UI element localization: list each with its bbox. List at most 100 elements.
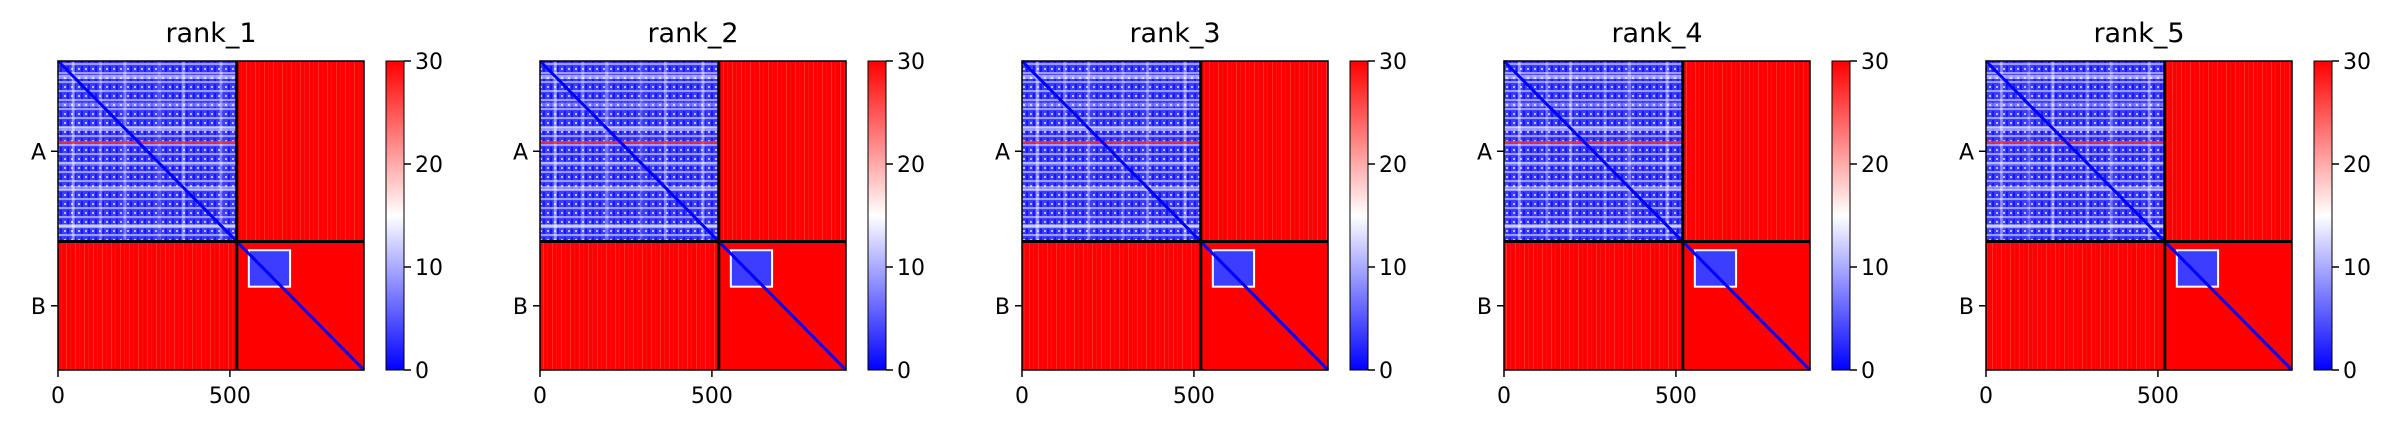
axes-frame [539,60,847,371]
panel-rank-4: rank_4 A B 0 500 0 10 20 30 [1477,18,1889,409]
streak-row [540,161,719,166]
streak-row [1986,185,2165,190]
panel-title: rank_1 [165,18,256,49]
streak-row [58,102,237,107]
streak-red [1504,140,1683,144]
domain-box [247,249,292,288]
colorbar-tick-label: 30 [897,50,925,75]
diagonal-line [1020,59,1330,372]
streak-row [1986,126,2165,131]
x-tick-label: 0 [533,384,547,409]
y-tick-label: B [1477,295,1492,320]
streak-col [1035,61,1039,242]
streak-col [1999,61,2003,242]
streak-row [1022,185,1201,190]
y-tick-label: A [513,140,528,165]
colorbar-tick-label: 0 [1861,359,1875,384]
streak-row [540,185,719,190]
block-b-a [540,241,719,370]
streak-red [1986,140,2165,144]
colorbar-tick-label: 30 [415,50,443,75]
y-tick-label: A [995,140,1010,165]
streak-row [58,126,237,131]
streak-row [58,161,237,166]
streak-row [1022,126,1201,131]
streak-row [1504,224,1683,229]
streak-col [2147,61,2151,242]
streak-col [2109,61,2113,242]
streak-row [1986,102,2165,107]
panel-rank-1: rank_1 A B 0 500 0 10 20 30 [31,18,443,409]
block-a-b [236,61,364,242]
streak-row [540,102,719,107]
colorbar [385,60,405,371]
panel-title: rank_2 [647,18,738,49]
streak-row [58,74,237,79]
domain-box [1693,249,1738,288]
colorbar [2313,60,2333,371]
streak-col [1569,61,1573,242]
colorbar-tick-label: 20 [897,153,925,178]
block-a-b [2164,61,2292,242]
y-tick-label: A [1477,140,1492,165]
block-b-a [58,241,237,370]
colorbar-tick-label: 0 [1379,359,1393,384]
streak-col [581,61,585,242]
streak-row [1986,74,2165,79]
axes-frame [1503,60,1811,371]
streak-col [1627,61,1631,242]
streak-red [58,140,237,144]
streak-row [540,224,719,229]
streak-row [1504,74,1683,79]
streak-row [540,126,719,131]
diagonal-line [538,59,848,372]
streak-row [1022,102,1201,107]
x-tick-label: 0 [1979,384,1993,409]
panel-rank-3: rank_3 A B 0 500 0 10 20 30 [995,18,1407,409]
panel-title: rank_5 [2093,18,2184,49]
streak-col [1087,61,1091,242]
colorbar-tick-label: 10 [2343,256,2371,281]
x-tick-label: 500 [2137,384,2179,409]
streak-col [1545,61,1549,242]
streak-row [1504,161,1683,166]
y-tick-label: B [513,295,528,320]
y-tick-label: A [31,140,46,165]
streak-col [1603,61,1607,242]
y-tick-label: A [1959,140,1974,165]
colorbar-tick-label: 30 [1379,50,1407,75]
streak-col [2027,61,2031,242]
colorbar-tick-label: 30 [2343,50,2371,75]
block-b-a [1022,241,1201,370]
panel-rank-5: rank_5 A B 0 500 0 10 20 30 [1959,18,2371,409]
colorbar-tick-label: 10 [1861,256,1889,281]
diagonal-line [56,59,366,372]
streak-col [553,61,557,242]
x-tick-label: 0 [1497,384,1511,409]
streak-col [1183,61,1187,242]
streak-row [1504,185,1683,190]
streak-row [540,74,719,79]
streak-row [1022,224,1201,229]
colorbar-tick-label: 10 [897,256,925,281]
panel-title: rank_4 [1611,18,1702,49]
colorbar [1349,60,1369,371]
streak-col [2085,61,2089,242]
streak-col [1517,61,1521,242]
y-tick-label: B [995,295,1010,320]
streak-red [1022,140,1201,144]
block-b-a [1504,241,1683,370]
streak-col [123,61,127,242]
streak-row [1504,102,1683,107]
colorbar-tick-label: 20 [2343,153,2371,178]
colorbar-tick-label: 20 [1379,153,1407,178]
streak-col [1665,61,1669,242]
streak-row [1986,161,2165,166]
streak-col [1063,61,1067,242]
streak-row [58,224,237,229]
colorbar-tick-label: 30 [1861,50,1889,75]
colorbar-tick-label: 20 [415,153,443,178]
x-tick-label: 0 [51,384,65,409]
block-a-b [1682,61,1810,242]
panel-rank-2: rank_2 A B 0 500 0 10 20 30 [513,18,925,409]
